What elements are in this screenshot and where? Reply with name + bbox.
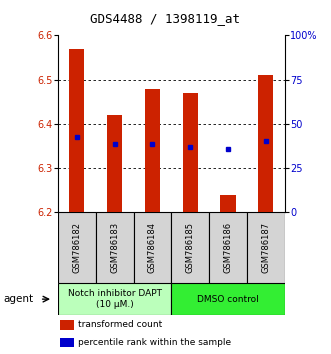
Text: Notch inhibitor DAPT
(10 μM.): Notch inhibitor DAPT (10 μM.) <box>68 290 162 309</box>
Bar <box>209 212 247 283</box>
Bar <box>171 212 209 283</box>
Text: transformed count: transformed count <box>78 320 163 329</box>
Bar <box>171 283 285 315</box>
Text: GSM786184: GSM786184 <box>148 222 157 273</box>
Text: DMSO control: DMSO control <box>197 295 259 304</box>
Bar <box>60 338 74 347</box>
Bar <box>69 49 84 212</box>
Bar <box>58 283 171 315</box>
Bar <box>220 195 236 212</box>
Text: GSM786186: GSM786186 <box>223 222 232 273</box>
Bar <box>145 88 160 212</box>
Bar <box>107 115 122 212</box>
Text: GSM786187: GSM786187 <box>261 222 270 273</box>
Text: GDS4488 / 1398119_at: GDS4488 / 1398119_at <box>90 12 241 25</box>
Bar <box>183 93 198 212</box>
Bar <box>96 212 133 283</box>
Text: GSM786183: GSM786183 <box>110 222 119 273</box>
Bar <box>258 75 273 212</box>
Bar <box>247 212 285 283</box>
Text: GSM786185: GSM786185 <box>186 222 195 273</box>
Bar <box>60 320 74 330</box>
Text: GSM786182: GSM786182 <box>72 222 81 273</box>
Text: agent: agent <box>3 294 33 304</box>
Text: percentile rank within the sample: percentile rank within the sample <box>78 338 231 347</box>
Bar <box>133 212 171 283</box>
Bar <box>58 212 96 283</box>
